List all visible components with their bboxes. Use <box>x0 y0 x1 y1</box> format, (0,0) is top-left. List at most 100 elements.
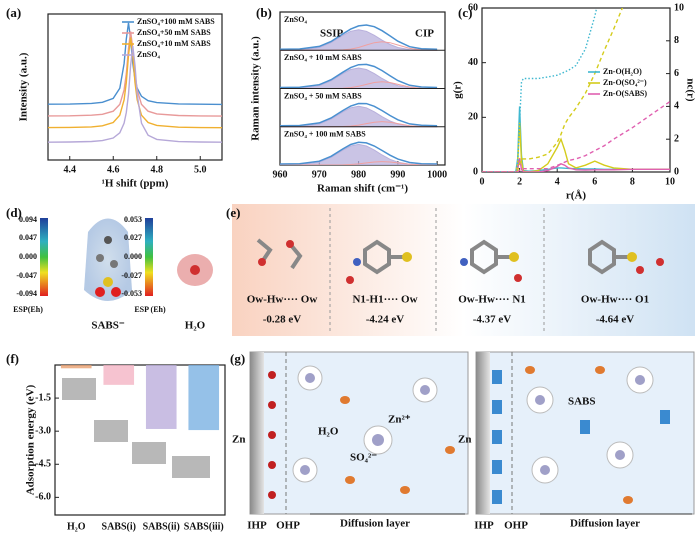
atom <box>110 260 118 268</box>
colorbar-tick: 0.053 <box>124 215 142 224</box>
legend-label: ZnSO₄ <box>137 50 160 59</box>
y2-tick-label: 10 <box>674 2 684 13</box>
y-tick-label: 0 <box>473 166 478 177</box>
bond-label: Ow-Hw···· N1 <box>458 294 526 306</box>
legend-label: Zn-O(SABS) <box>603 89 647 98</box>
atom <box>103 277 113 287</box>
chart: (a) 4.4 4.6 4.8 5.0 ¹H shift (ppm) Intensity (… <box>6 5 223 190</box>
series-line <box>482 158 670 172</box>
diffusion-label: Diffusion layer <box>570 518 640 530</box>
annotation: CIP <box>415 28 434 40</box>
slab-illustrations <box>62 378 210 478</box>
colorbar-title: ESP (Eh) <box>134 305 166 314</box>
bond-energy: -4.64 eV <box>596 314 635 326</box>
panel-label: (c) <box>458 5 472 20</box>
colorbar-tick: -0.027 <box>121 271 142 280</box>
y-axis-label: Intensity (a.u.) <box>18 52 30 121</box>
y2-tick-label: 8 <box>674 35 679 46</box>
x-tick-label: 0 <box>480 176 485 187</box>
water-label: H₂O <box>318 426 339 438</box>
bar <box>145 365 177 429</box>
x-tick-label: 960 <box>273 169 288 180</box>
legend-label: Zn-O(SO₄²⁻) <box>603 78 647 87</box>
colorbar-tick: -0.047 <box>16 271 37 280</box>
atom <box>95 287 105 297</box>
bar <box>103 365 135 385</box>
peak-line <box>280 161 438 165</box>
x-tick-label: 970 <box>312 169 327 180</box>
electrode <box>476 352 490 514</box>
series-line <box>48 46 222 143</box>
panel-label: (f) <box>6 351 19 366</box>
series-line <box>482 100 670 172</box>
y2-tick-label: 2 <box>674 133 679 144</box>
ions <box>492 366 670 504</box>
colorbar <box>145 218 153 296</box>
x-tick-label: 5.0 <box>194 164 207 175</box>
ohp-label: OHP <box>504 520 528 532</box>
scheme-box <box>249 351 469 515</box>
bar <box>188 365 220 431</box>
peak-line <box>280 102 438 127</box>
panel-label: (g) <box>230 351 245 366</box>
atom <box>96 254 104 262</box>
electrode <box>250 352 264 514</box>
x-tick-label: 2 <box>517 176 522 187</box>
y2-axis-label: nc(r) <box>684 78 696 102</box>
panel-background <box>232 204 695 336</box>
y2-tick-label: 0 <box>674 166 679 177</box>
annotation: SSIP <box>320 28 344 40</box>
panel-e: (e) Ow-Hw···· Ow -0.28 eV N1-H1···· Ow -… <box>226 204 695 336</box>
additive-label: SABS <box>568 396 596 408</box>
legend-label: ZnSO₄+10 mM SABS <box>137 39 211 48</box>
plot-frame <box>47 13 223 161</box>
diffusion-label: Diffusion layer <box>340 518 410 530</box>
y-axis-label: g(r) <box>452 81 464 99</box>
bond-energy: -4.37 eV <box>473 314 512 326</box>
x-tick-label: 8 <box>630 176 635 187</box>
bar <box>60 365 92 369</box>
panel-label: (a) <box>6 5 21 20</box>
molecule-label: H₂O <box>185 320 206 332</box>
x-tick-label: 10 <box>665 176 675 187</box>
x-tick-label: 980 <box>351 169 366 180</box>
colorbar-tick: 0.094 <box>19 215 37 224</box>
ihp-label: IHP <box>474 520 494 532</box>
series-line <box>482 8 624 172</box>
ions <box>268 365 455 499</box>
atom <box>104 236 112 244</box>
x-axis-label: r(Å) <box>566 190 586 202</box>
y-axis-label: Adsorption energy (eV) <box>25 384 37 495</box>
series-line <box>482 122 670 172</box>
bond-energy: -4.24 eV <box>366 314 405 326</box>
electrode-label: Zn <box>458 434 471 446</box>
esp-surface <box>84 218 132 301</box>
panel-d: (d) 0.094 0.047 0.000 -0.047 -0.094 ESP(… <box>6 205 213 332</box>
series-line <box>48 37 222 129</box>
x-tick-label: 1000 <box>427 169 447 180</box>
panel-g: (g) Zn H₂O Zn²⁺ SO₄²⁻ IHP OHP Diffusion … <box>230 351 695 532</box>
plot-frame <box>481 7 671 173</box>
plot-frame <box>54 364 226 516</box>
y-tick-label: -6.0 <box>35 492 51 503</box>
legend-label: ZnSO₄+100 mM SABS <box>137 17 215 26</box>
peak-area <box>280 143 438 165</box>
bond-energy: -0.28 eV <box>263 314 302 326</box>
colorbar-tick: 0.027 <box>124 233 142 242</box>
chart: (b) 960 970 980 990 1000 Raman shift (cm⁻¹) Ram… <box>250 5 448 195</box>
x-tick-label: SABS(ii) <box>143 521 180 532</box>
series-line <box>482 8 598 172</box>
legend-label: Zn-O(H₂O) <box>603 67 642 76</box>
panel-label: (e) <box>226 205 240 220</box>
y-tick-label: -1.5 <box>35 392 51 403</box>
ihp-label: IHP <box>247 520 267 532</box>
y-tick-label: 20 <box>468 112 478 123</box>
colorbar <box>40 218 48 296</box>
y2-tick-label: 4 <box>674 101 679 112</box>
bond-label: N1-H1···· Ow <box>352 294 417 306</box>
x-tick-label: H₂O <box>67 521 86 532</box>
x-axis-label: ¹H shift (ppm) <box>102 178 169 190</box>
colorbar-title: ESP(Eh) <box>13 305 43 314</box>
peak-line <box>280 63 438 89</box>
